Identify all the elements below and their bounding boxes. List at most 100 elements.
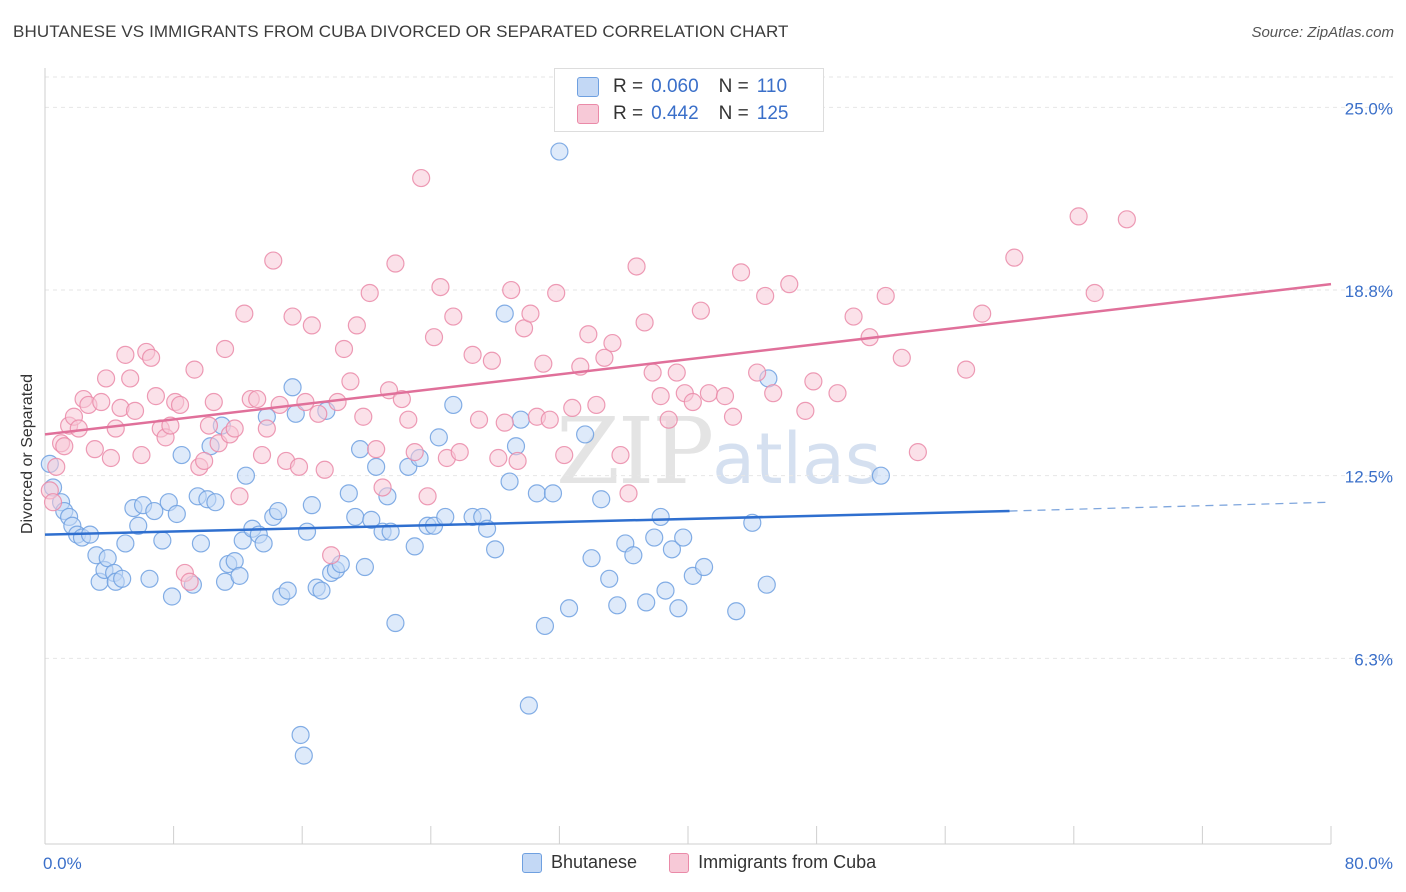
cuba-point — [185, 360, 204, 379]
bhutanese-point — [294, 746, 313, 765]
stats-row-bhutanese: R = 0.060 N = 110 — [577, 74, 787, 100]
bhutanese-point — [113, 569, 132, 588]
legend-item-cuba[interactable]: Immigrants from Cuba — [669, 852, 876, 873]
bhutanese-point — [362, 510, 381, 529]
cuba-point — [367, 440, 386, 459]
bhutanese-point — [624, 546, 643, 565]
bhutanese-point — [651, 507, 670, 527]
cuba-point — [748, 363, 767, 382]
cuba-point — [651, 387, 670, 406]
cuba-point — [412, 168, 431, 188]
bhutanese-point — [674, 528, 693, 547]
y-tick-label: 18.8% — [1345, 282, 1393, 301]
cuba-point — [502, 280, 521, 300]
cuba-point — [908, 443, 927, 462]
bhutanese-point — [519, 696, 538, 715]
bhutanese-point — [645, 528, 664, 547]
cuba-point — [828, 384, 847, 403]
bhutanese-point — [386, 613, 405, 633]
bhutanese-point — [254, 534, 273, 553]
cuba-point — [248, 389, 267, 409]
cuba-point — [683, 392, 702, 412]
bhutanese-point — [405, 537, 424, 556]
bhutanese-point — [495, 304, 514, 323]
bhutanese-swatch — [577, 77, 599, 97]
bhutanese-point — [535, 616, 555, 636]
bhutanese-point — [312, 581, 331, 600]
chart-title: BHUTANESE VS IMMIGRANTS FROM CUBA DIVORC… — [13, 22, 789, 41]
cuba-point — [1005, 248, 1024, 267]
cuba-point — [101, 448, 121, 468]
cuba-point — [973, 304, 992, 323]
cuba-point — [360, 283, 379, 303]
legend: Bhutanese Immigrants from Cuba — [522, 852, 898, 873]
cuba-point — [619, 484, 638, 503]
cuba-swatch — [577, 104, 599, 124]
cuba-point — [170, 395, 190, 415]
source-label: Source: ZipAtlas.com — [1251, 24, 1394, 41]
bhutanese-point — [576, 425, 595, 444]
bhutanese-point — [140, 569, 159, 588]
cuba-point — [489, 448, 508, 468]
bhutanese-point — [582, 549, 601, 568]
cuba-point — [315, 460, 334, 479]
bhutanese-point — [669, 599, 688, 618]
y-tick-label: 12.5% — [1345, 468, 1393, 487]
bhutanese-point — [167, 504, 186, 524]
cuba-point — [180, 572, 199, 591]
cuba-point — [47, 457, 66, 476]
cuba-point — [892, 348, 911, 367]
cuba-point — [547, 283, 566, 303]
cuba-point — [235, 304, 254, 323]
bhutanese-point — [297, 522, 317, 541]
cuba-point — [643, 363, 662, 382]
cuba-point — [195, 451, 214, 471]
cuba-point — [43, 493, 63, 512]
bhutanese-point — [355, 557, 374, 577]
cuba-point — [764, 384, 783, 403]
bhutanese-point — [302, 496, 321, 515]
x-tick-label: 80.0% — [1345, 854, 1393, 873]
bhutanese-point — [656, 581, 675, 600]
bhutanese-point — [283, 378, 302, 397]
cuba-point — [780, 275, 799, 294]
bhutanese-point — [527, 484, 546, 503]
cuba-point — [106, 419, 125, 438]
n-value: 125 — [756, 103, 789, 124]
bhutanese-point — [444, 395, 463, 415]
bhutanese-point — [486, 540, 505, 559]
bhutanese-point — [145, 501, 164, 521]
cuba-point — [141, 348, 161, 367]
n-label: N = — [718, 76, 749, 97]
cuba-point — [341, 372, 360, 391]
cuba-point — [804, 372, 823, 391]
cuba-point — [431, 277, 450, 297]
bhutanese-trend-line-extension — [1009, 501, 1332, 512]
bhutanese-point — [871, 466, 891, 485]
bhutanese-point — [291, 725, 310, 745]
cuba-point — [611, 445, 630, 465]
legend-item-bhutanese[interactable]: Bhutanese — [522, 852, 637, 873]
bhutanese-point — [191, 534, 211, 553]
bhutanese-point — [206, 493, 225, 512]
bhutanese-point — [278, 581, 297, 600]
cuba-point — [204, 392, 223, 412]
cuba-point — [55, 437, 74, 456]
cuba-point — [92, 392, 111, 412]
r-label: R = — [613, 103, 644, 124]
legend-label-cuba: Immigrants from Cuba — [698, 852, 877, 872]
cuba-point — [579, 325, 598, 344]
bhutanese-point — [511, 410, 530, 429]
bhutanese-point — [694, 557, 714, 577]
bhutanese-point — [346, 507, 365, 527]
cuba-point — [635, 313, 654, 332]
r-label: R = — [613, 76, 644, 97]
cuba-point — [264, 251, 283, 270]
watermark-atlas: atlas — [712, 418, 882, 500]
bhutanese-point — [350, 440, 370, 459]
cuba-point — [289, 457, 309, 476]
cuba-point — [386, 254, 405, 273]
cuba-point — [595, 348, 614, 367]
cuba-trend-line — [44, 282, 1332, 436]
y-tick-label: 25.0% — [1345, 99, 1393, 118]
